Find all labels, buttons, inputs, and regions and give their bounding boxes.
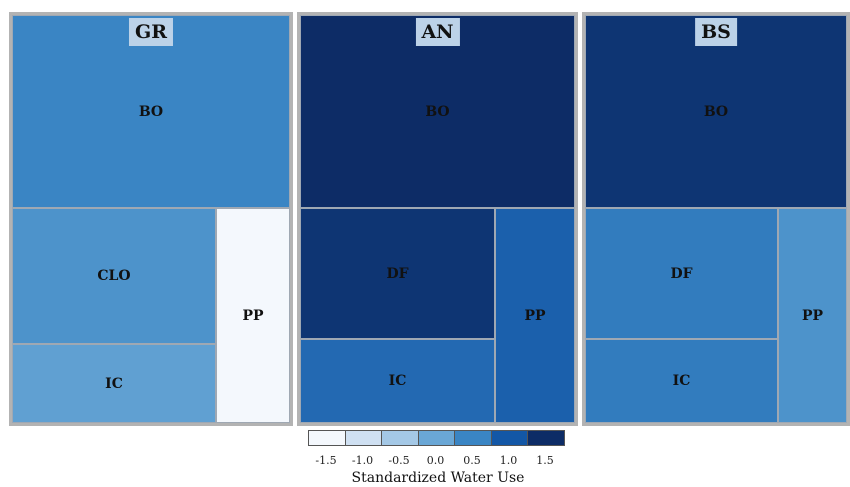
legend-swatch xyxy=(417,430,455,446)
cell-label: IC xyxy=(672,373,691,389)
treemap-cell-gr-clo: CLO xyxy=(12,208,216,344)
color-legend: Standardized Water Use -1.5 -1.0 -0.5 0.0 0.… xyxy=(308,430,568,486)
cell-label: IC xyxy=(388,373,407,389)
legend-tick-label: 1.0 xyxy=(499,454,518,467)
treemap-cell-gr-bo: BO xyxy=(12,15,290,208)
treemap-cell-bs-pp: PP xyxy=(778,208,847,423)
treemap-cell-bs-ic: IC xyxy=(585,339,778,423)
cell-label: PP xyxy=(524,307,546,324)
treemap-cell-an-df: DF xyxy=(300,208,495,339)
cell-label: PP xyxy=(801,307,824,324)
cell-label: DF xyxy=(386,265,409,282)
panel-title: BS xyxy=(695,18,737,46)
legend-swatch xyxy=(527,430,565,446)
treemap-panel-an: BO DF IC PP AN xyxy=(297,12,578,426)
treemap-cell-gr-ic: IC xyxy=(12,344,216,423)
legend-swatch xyxy=(344,430,382,446)
treemap-cell-bs-df: DF xyxy=(585,208,778,339)
legend-swatch xyxy=(308,430,346,446)
legend-tick-label: 0.0 xyxy=(426,454,445,467)
legend-tick-label: -0.5 xyxy=(388,454,410,467)
panel-title: AN xyxy=(415,18,460,46)
panel-title: GR xyxy=(128,18,174,46)
treemap-cell-an-bo: BO xyxy=(300,15,575,208)
cell-label: BO xyxy=(138,103,164,120)
cell-label: CLO xyxy=(97,268,131,284)
legend-tick-label: 0.5 xyxy=(463,454,481,467)
treemap-panel-bs: BO DF IC PP BS xyxy=(582,12,850,426)
cell-label: PP xyxy=(242,307,264,324)
legend-tick-label: 1.5 xyxy=(536,454,554,467)
cell-label: DF xyxy=(670,265,693,282)
cell-label: BO xyxy=(703,103,729,120)
treemap-panel-gr: BO CLO IC PP GR xyxy=(9,12,293,426)
treemap-cell-an-pp: PP xyxy=(495,208,575,423)
legend-swatch xyxy=(381,430,419,446)
treemap-cell-an-ic: IC xyxy=(300,339,495,423)
cell-label: BO xyxy=(425,103,450,120)
treemap-cell-gr-pp: PP xyxy=(216,208,290,423)
legend-tick-label: -1.0 xyxy=(351,454,374,467)
cell-label: IC xyxy=(105,375,123,392)
treemap-cell-bs-bo: BO xyxy=(585,15,847,208)
legend-tick-label: -1.5 xyxy=(315,454,337,467)
legend-swatch xyxy=(490,430,528,446)
legend-title: Standardized Water Use xyxy=(351,470,525,486)
legend-swatch xyxy=(454,430,492,446)
